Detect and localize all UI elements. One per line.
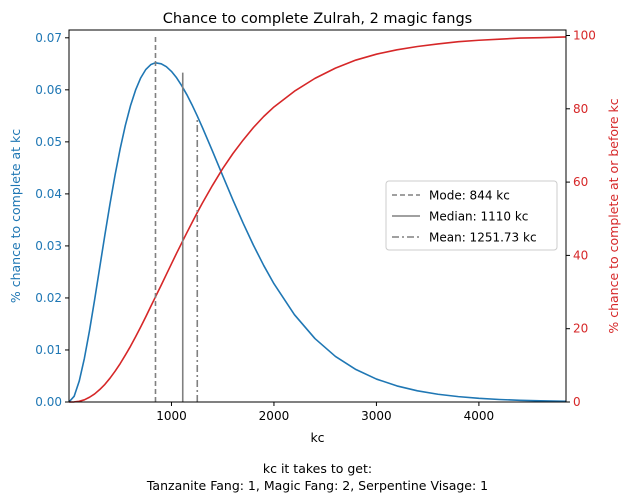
x-tick-label: 2000 [259, 409, 290, 423]
left-y-axis: 0.00 0.01 0.02 0.03 0.04 0.05 0.06 0.07 [35, 31, 69, 409]
left-y-tick-label: 0.06 [35, 83, 62, 97]
footer-line-1: kc it takes to get: [263, 461, 372, 476]
legend-box [385, 180, 558, 251]
right-y-tick-label: 100 [573, 28, 596, 42]
x-tick-label: 3000 [361, 409, 392, 423]
x-tick-label: 1000 [156, 409, 187, 423]
left-y-tick-label: 0.07 [35, 31, 62, 45]
right-y-tick-label: 20 [573, 322, 588, 336]
left-y-tick-label: 0.01 [35, 343, 62, 357]
right-y-tick-label: 80 [573, 102, 588, 116]
left-y-tick-label: 0.03 [35, 239, 62, 253]
left-y-tick-label: 0.02 [35, 291, 62, 305]
series-line-cumulative [68, 36, 567, 403]
x-tick-label: 4000 [464, 409, 495, 423]
marker-lines-layer [154, 36, 199, 402]
left-y-tick-label: 0.00 [35, 395, 62, 409]
x-axis: 1000 2000 3000 4000 [156, 402, 494, 423]
legend-label-median: Median: 1110 kc [429, 210, 528, 224]
right-y-tick-label: 0 [573, 395, 581, 409]
curves-layer [68, 36, 567, 403]
left-y-axis-label: % chance to complete at kc [8, 129, 23, 303]
right-y-axis: 0 20 40 60 80 100 [566, 28, 596, 409]
series-line-probability [68, 61, 567, 403]
x-axis-label: kc [310, 430, 324, 445]
chart-title: Chance to complete Zulrah, 2 magic fangs [163, 11, 472, 27]
left-y-tick-label: 0.05 [35, 135, 62, 149]
left-y-tick-label: 0.04 [35, 187, 62, 201]
plot-frame [68, 29, 567, 403]
legend-label-mode: Mode: 844 kc [429, 189, 510, 203]
right-y-axis-label: % chance to complete at or before kc [606, 98, 621, 333]
right-y-tick-label: 60 [573, 175, 588, 189]
legend: Mode: 844 kc Median: 1110 kc Mean: 1251.73… [385, 180, 558, 251]
legend-label-mean: Mean: 1251.73 kc [429, 231, 537, 245]
footer-line-2: Tanzanite Fang: 1, Magic Fang: 2, Serpen… [146, 478, 488, 493]
right-y-tick-label: 40 [573, 248, 588, 262]
